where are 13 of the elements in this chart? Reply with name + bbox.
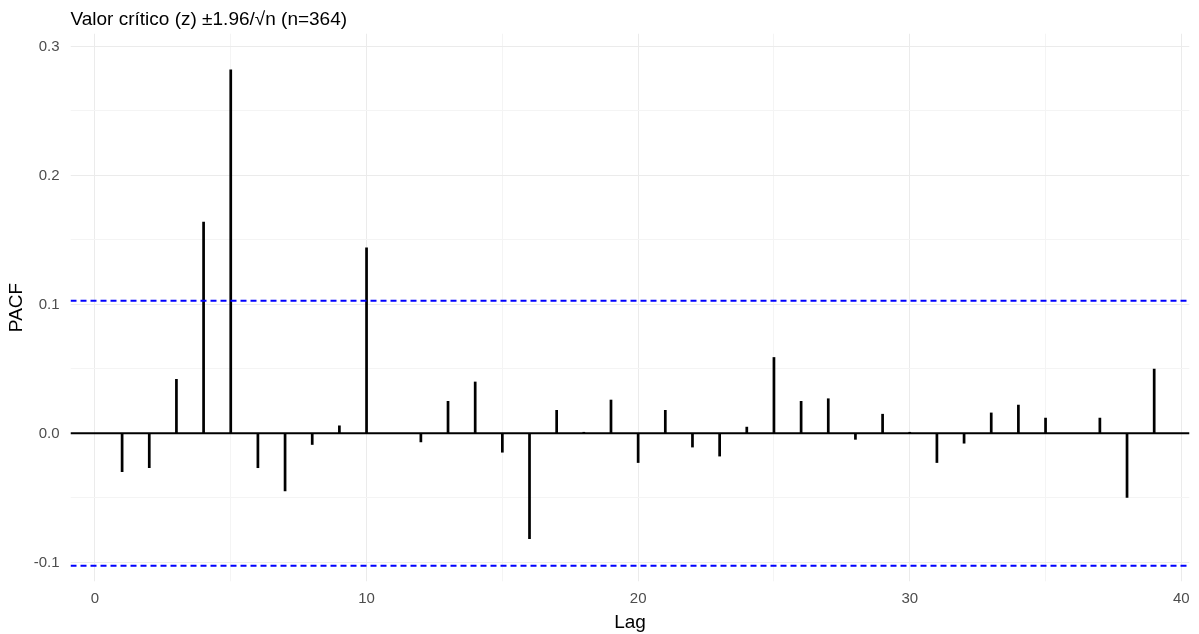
chart-title: Valor crítico (z) ±1.96/√n (n=364) [70, 7, 348, 29]
x-tick-label: 30 [901, 588, 919, 606]
x-tick-label: 0 [90, 588, 100, 606]
x-axis-title: Lag [614, 610, 646, 632]
x-tick-label: 40 [1173, 588, 1190, 606]
y-axis-title: PACF [4, 282, 26, 333]
x-tick-label: 10 [358, 588, 375, 606]
y-tick-label: 0.2 [38, 166, 60, 184]
y-tick-label: 0.1 [38, 295, 60, 313]
y-tick-label: 0.0 [38, 424, 60, 442]
y-tick-label: -0.1 [33, 553, 60, 571]
y-tick-label: 0.3 [38, 37, 60, 55]
x-tick-label: 20 [629, 588, 647, 606]
